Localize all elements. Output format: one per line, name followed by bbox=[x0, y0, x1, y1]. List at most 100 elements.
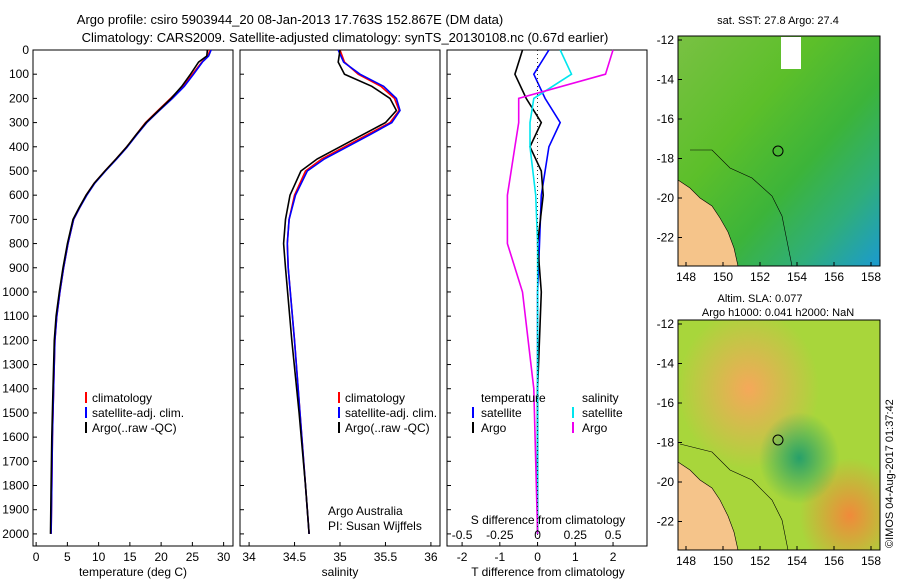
lon-tick-label: 156 bbox=[824, 270, 844, 284]
difference-axes bbox=[446, 49, 648, 547]
differences-series-2 bbox=[529, 49, 573, 534]
depth-tick-label: 1400 bbox=[2, 382, 29, 396]
depth-tick-label: 500 bbox=[9, 164, 29, 178]
salinity-legend: climatology satellite-adj. clim. Argo(..… bbox=[338, 391, 437, 435]
depth-tick-label: 1200 bbox=[2, 333, 29, 347]
salinity-axes bbox=[239, 49, 441, 547]
lon-tick-label: 154 bbox=[787, 270, 807, 284]
legend-label-s-satellite: satellite bbox=[582, 406, 623, 420]
sla-map-panel: Altim. SLA: 0.077 Argo h1000: 0.041 h200… bbox=[657, 293, 882, 568]
depth-tick-label: 1600 bbox=[2, 430, 29, 444]
lon-tick-label: 150 bbox=[713, 270, 733, 284]
legend-label-t-satellite: satellite bbox=[481, 406, 522, 420]
credit-line-2: PI: Susan Wijffels bbox=[328, 519, 422, 533]
differences-xtick-label: 0 bbox=[534, 550, 541, 564]
depth-tick-label: 1800 bbox=[2, 479, 29, 493]
legend-label-s-argo: Argo bbox=[582, 421, 608, 435]
legend-swatch-satellite bbox=[85, 407, 87, 418]
temperature-xtick-label: 20 bbox=[154, 550, 168, 564]
temperature-xtick-label: 30 bbox=[217, 550, 231, 564]
salinity-series-1 bbox=[286, 49, 401, 534]
imos-timestamp: ©IMOS 04-Aug-2017 01:37:42 bbox=[884, 399, 896, 548]
lat-tick-label: -16 bbox=[657, 112, 675, 126]
depth-tick-label: 100 bbox=[9, 67, 29, 81]
depth-tick-label: 1500 bbox=[2, 406, 29, 420]
legend-temperature-header: temperature bbox=[481, 391, 546, 405]
lon-tick-label: 152 bbox=[750, 554, 770, 568]
s-diff-xtick-label: -0.5 bbox=[452, 528, 473, 542]
sst-map-axes bbox=[677, 35, 881, 267]
depth-tick-label: 0 bbox=[22, 43, 29, 57]
sst-shelf-contour bbox=[690, 149, 793, 267]
depth-tick-label: 700 bbox=[9, 212, 29, 226]
legend-label-climatology: climatology bbox=[345, 391, 405, 405]
temperature-xtick-label: 10 bbox=[92, 550, 106, 564]
differences-xtick-label: -2 bbox=[457, 550, 468, 564]
lon-tick-label: 158 bbox=[861, 270, 881, 284]
sst-map-panel: sat. SST: 27.8 Argo: 27.4 1 bbox=[657, 15, 882, 284]
credit-line-1: Argo Australia bbox=[328, 504, 403, 518]
legend-label-argo: Argo(..raw -QC) bbox=[92, 421, 177, 435]
lat-tick-label: -20 bbox=[657, 475, 675, 489]
lat-tick-label: -18 bbox=[657, 152, 675, 166]
s-diff-xtick-label: -0.25 bbox=[486, 528, 514, 542]
legend-salinity-header: salinity bbox=[582, 391, 619, 405]
legend-label-climatology: climatology bbox=[92, 391, 152, 405]
lat-tick-label: -22 bbox=[657, 231, 675, 245]
temperature-xlabel: temperature (deg C) bbox=[79, 565, 187, 579]
differences-xtick-label: -1 bbox=[494, 550, 505, 564]
legend-swatch-climatology bbox=[338, 392, 340, 403]
temperature-xtick-label: 25 bbox=[186, 550, 200, 564]
legend-swatch-satellite bbox=[338, 407, 340, 418]
depth-tick-label: 200 bbox=[9, 91, 29, 105]
differences-xtick-label: 2 bbox=[610, 550, 617, 564]
differences-xtick-label: 1 bbox=[572, 550, 579, 564]
lat-tick-label: -16 bbox=[657, 396, 675, 410]
salinity-xlabel: salinity bbox=[322, 565, 359, 579]
lon-tick-label: 150 bbox=[713, 554, 733, 568]
temperature-xtick-label: 0 bbox=[33, 550, 40, 564]
sla-map-axes bbox=[677, 319, 881, 551]
lat-tick-label: -14 bbox=[657, 73, 675, 87]
legend-swatch-argo bbox=[338, 422, 340, 433]
t-difference-label: T difference from climatology bbox=[471, 565, 625, 579]
sst-missing-data bbox=[781, 37, 801, 69]
s-diff-xtick-label: 0.25 bbox=[564, 528, 588, 542]
temperature-panel: 0 5 10 15 20 25 30 0 100 200 300 400 500 600 700 800 90… bbox=[2, 43, 234, 579]
differences-series-3 bbox=[506, 49, 614, 534]
salinity-xtick-label: 34 bbox=[242, 550, 256, 564]
depth-tick-label: 1100 bbox=[3, 309, 29, 323]
depth-tick-label: 900 bbox=[9, 261, 29, 275]
depth-tick-label: 1900 bbox=[2, 503, 29, 517]
salinity-series-2 bbox=[282, 49, 398, 534]
legend-swatch-t-satellite bbox=[472, 407, 474, 418]
lat-tick-label: -14 bbox=[657, 357, 675, 371]
lat-tick-label: -18 bbox=[657, 436, 675, 450]
legend-label-t-argo: Argo bbox=[481, 421, 507, 435]
lat-tick-label: -20 bbox=[657, 191, 675, 205]
salinity-xtick-label: 35.5 bbox=[374, 550, 398, 564]
lon-tick-label: 154 bbox=[787, 554, 807, 568]
legend-swatch-climatology bbox=[85, 392, 87, 403]
depth-tick-label: 800 bbox=[9, 237, 29, 251]
sla-shelf-contour bbox=[679, 443, 789, 551]
title-line-1: Argo profile: csiro 5903944_20 08-Jan-20… bbox=[77, 12, 503, 27]
depth-tick-label: 400 bbox=[9, 140, 29, 154]
sla-map-title-1: Altim. SLA: 0.077 bbox=[718, 293, 803, 305]
temperature-legend: climatology satellite-adj. clim. Argo(..… bbox=[85, 391, 184, 435]
depth-tick-label: 300 bbox=[9, 116, 29, 130]
lat-tick-label: -12 bbox=[657, 317, 675, 331]
sla-map-title-2: Argo h1000: 0.041 h2000: NaN bbox=[702, 307, 854, 319]
salinity-xtick-label: 34.5 bbox=[283, 550, 307, 564]
title-line-2: Climatology: CARS2009. Satellite-adjuste… bbox=[82, 30, 609, 45]
salinity-xtick-label: 36 bbox=[424, 550, 438, 564]
sst-argo-marker bbox=[772, 145, 784, 157]
s-difference-label: S difference from climatology bbox=[471, 513, 626, 527]
salinity-panel: 34 34.5 35 35.5 36 salinity climatology sate… bbox=[239, 49, 441, 579]
figure-titles: Argo profile: csiro 5903944_20 08-Jan-20… bbox=[77, 12, 609, 45]
temperature-series-2 bbox=[49, 49, 209, 534]
s-diff-xtick-label: 0.5 bbox=[605, 528, 622, 542]
legend-swatch-argo bbox=[85, 422, 87, 433]
legend-swatch-s-satellite bbox=[572, 407, 574, 418]
